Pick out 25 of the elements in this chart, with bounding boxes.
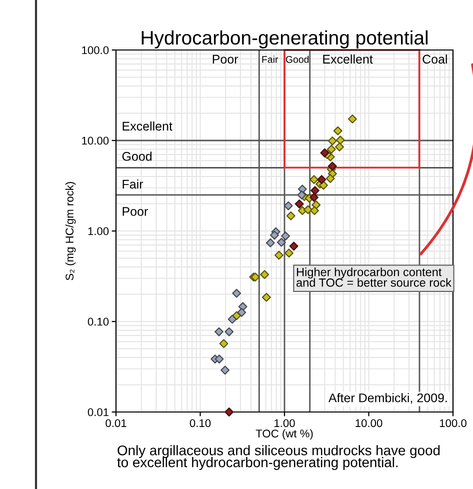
annotation: Coal: [422, 54, 447, 64]
annotation: Higher hydrocarbon content and TOC = better source rock: [296, 268, 452, 287]
x-tick-label: 10.00: [356, 419, 382, 428]
y-tick-label: 100.0: [82, 46, 109, 54]
annotation: Excellent: [323, 54, 373, 64]
annotation: Fair: [262, 56, 278, 63]
annotation: Poor: [122, 207, 148, 216]
text: Only argillaceous and siliceous mudrocks have good to excellent hydrocarbon-generating potential.: [117, 445, 440, 470]
annotation: After Dembicki, 2009.: [328, 393, 447, 404]
y-tick-label: 0.10: [88, 318, 109, 326]
annotation: Poor: [212, 54, 238, 64]
x-tick-label: 1.00: [274, 419, 295, 428]
y-axis-title: S₂ (mg HC/gm rock): [65, 182, 76, 280]
x-tick-label: 100.0: [440, 419, 466, 428]
y-tick-label: 10.00: [82, 136, 109, 145]
x-axis-title: TOC (wt %): [256, 429, 313, 440]
x-tick-label: 0.01: [106, 419, 126, 428]
y-tick-label: 1.00: [88, 227, 109, 236]
chart-title: Hydrocarbon-generating potential: [142, 30, 428, 48]
x-tick-label: 0.10: [190, 419, 211, 428]
annotation: Fair: [122, 179, 144, 189]
annotation: Good: [286, 56, 309, 63]
annotation: Good: [122, 152, 152, 161]
annotation: Excellent: [122, 121, 172, 131]
y-tick-label: 0.01: [88, 408, 109, 416]
